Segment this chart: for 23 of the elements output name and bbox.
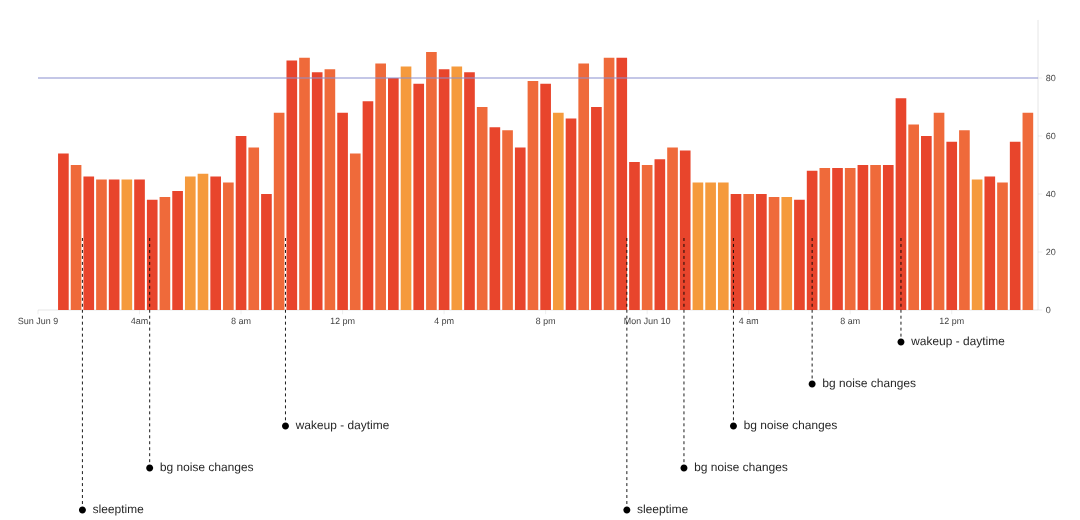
x-tick-label: 4 am [738,317,759,325]
x-tick-label: 4am [131,317,148,325]
y-tick-label: 20 [1046,248,1056,256]
x-tick-label: Sun Jun 9 [18,317,58,325]
y-tick-label: 60 [1046,132,1056,140]
y-tick-label: 40 [1046,190,1056,198]
ref-line-label: sleeptime [637,504,688,516]
ref-line-label: bg noise changes [823,378,916,390]
y-tick-label: 80 [1046,74,1056,82]
x-tick-label: 8 pm [536,317,555,326]
ref-line-label: bg noise changes [744,420,837,432]
ref-line-label: wakeup - daytime [295,420,389,432]
ref-line-label: wakeup - daytime [911,336,1005,348]
ref-line-label: bg noise changes [160,462,254,474]
x-tick-label: 4 pm [434,317,454,326]
x-tick-label: 8 am [840,317,860,325]
x-tick-label: 12 pm [939,317,964,326]
x-tick-label: 12 pm [330,317,355,326]
x-tick-label: Mon Jun 10 [624,317,671,325]
x-tick-label: 8 am [231,317,251,325]
y-tick-label: 0 [1046,306,1051,314]
ref-line-label: sleeptime [92,504,144,516]
ref-line-label: bg noise changes [694,462,788,474]
